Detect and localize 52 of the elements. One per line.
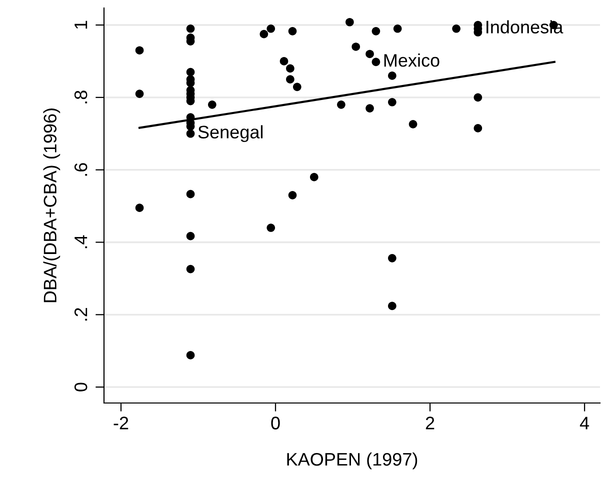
point [310, 172, 318, 182]
point [408, 120, 418, 128]
point [186, 351, 195, 360]
x-tick-label: 0 [271, 416, 280, 430]
point [372, 58, 380, 66]
annotation: Indonesia [486, 20, 564, 34]
y-tick-label: .4 [74, 235, 88, 248]
y-tick-label: 0 [74, 382, 88, 392]
point [366, 104, 374, 112]
point [266, 224, 276, 232]
point [393, 24, 402, 33]
point [186, 264, 195, 274]
point [388, 302, 396, 310]
point [135, 90, 144, 98]
y-tick-label: .2 [74, 308, 88, 321]
point [346, 18, 354, 26]
point [186, 190, 195, 198]
point [288, 27, 297, 36]
y-tick-label: .8 [74, 90, 88, 104]
x-tick-label: 4 [580, 416, 590, 430]
point [135, 204, 144, 212]
point [388, 254, 396, 262]
y-tick-label: 1 [74, 20, 88, 29]
point [388, 72, 396, 80]
annotation: Mexico [384, 54, 440, 67]
x-tick-label: -2 [114, 416, 128, 430]
point [208, 100, 216, 109]
point [260, 30, 268, 38]
point [288, 191, 297, 200]
point [292, 82, 302, 92]
point [372, 27, 380, 36]
point [474, 93, 482, 102]
point [186, 129, 195, 138]
point [266, 24, 276, 33]
point [286, 75, 294, 84]
annotation: Senegal [198, 125, 263, 142]
point [388, 98, 396, 106]
y-tick-label: .6 [74, 163, 88, 176]
point [366, 50, 374, 58]
point [186, 232, 195, 240]
x-axis-title: KAOPEN (1997) [287, 452, 418, 470]
point [452, 24, 460, 33]
point [286, 64, 294, 73]
point [135, 46, 144, 55]
y-axis-title: DBA/(DBA+CBA) (1996) [43, 108, 60, 302]
x-tick-label: 2 [426, 416, 434, 430]
point [186, 68, 195, 76]
point [474, 124, 482, 132]
point [337, 100, 346, 109]
point [352, 42, 360, 51]
point [186, 24, 195, 33]
point [280, 57, 288, 66]
